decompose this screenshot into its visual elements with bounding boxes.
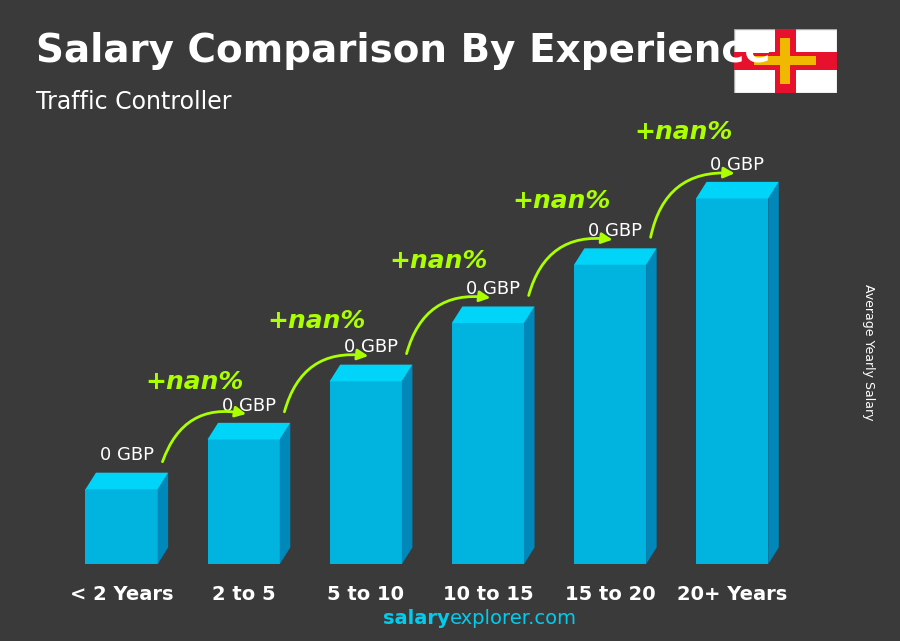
Polygon shape (646, 248, 657, 564)
Polygon shape (280, 423, 291, 564)
Text: +nan%: +nan% (146, 370, 244, 394)
Polygon shape (574, 265, 646, 564)
Text: 10 to 15: 10 to 15 (443, 585, 533, 604)
Text: Traffic Controller: Traffic Controller (36, 90, 231, 113)
Text: Salary Comparison By Experience: Salary Comparison By Experience (36, 32, 770, 70)
Bar (754, 56, 816, 65)
Polygon shape (452, 306, 535, 323)
Polygon shape (208, 423, 291, 440)
Text: 15 to 20: 15 to 20 (564, 585, 655, 604)
Polygon shape (524, 306, 535, 564)
Text: +nan%: +nan% (267, 310, 366, 333)
Text: Average Yearly Salary: Average Yearly Salary (862, 285, 875, 420)
Text: 0 GBP: 0 GBP (589, 222, 643, 240)
Bar (734, 52, 837, 70)
Text: 2 to 5: 2 to 5 (212, 585, 275, 604)
Bar (780, 38, 790, 84)
Text: 5 to 10: 5 to 10 (328, 585, 404, 604)
Polygon shape (86, 489, 158, 564)
Polygon shape (769, 182, 778, 564)
Text: explorer.com: explorer.com (450, 609, 577, 628)
Text: +nan%: +nan% (390, 249, 488, 273)
Polygon shape (329, 381, 402, 564)
Polygon shape (696, 199, 769, 564)
Text: 0 GBP: 0 GBP (710, 156, 764, 174)
Polygon shape (696, 182, 778, 199)
Text: 0 GBP: 0 GBP (344, 338, 398, 356)
Polygon shape (452, 323, 524, 564)
Text: 0 GBP: 0 GBP (100, 446, 154, 464)
Text: 20+ Years: 20+ Years (677, 585, 788, 604)
Polygon shape (574, 248, 657, 265)
Text: +nan%: +nan% (512, 189, 610, 213)
Polygon shape (208, 440, 280, 564)
Text: salary: salary (383, 609, 450, 628)
Bar (775, 29, 796, 93)
Text: +nan%: +nan% (634, 121, 733, 144)
Polygon shape (86, 472, 168, 489)
Polygon shape (329, 365, 412, 381)
Text: 0 GBP: 0 GBP (466, 280, 520, 298)
Text: < 2 Years: < 2 Years (70, 585, 174, 604)
Polygon shape (402, 365, 412, 564)
Polygon shape (158, 472, 168, 564)
Text: 0 GBP: 0 GBP (222, 397, 276, 415)
